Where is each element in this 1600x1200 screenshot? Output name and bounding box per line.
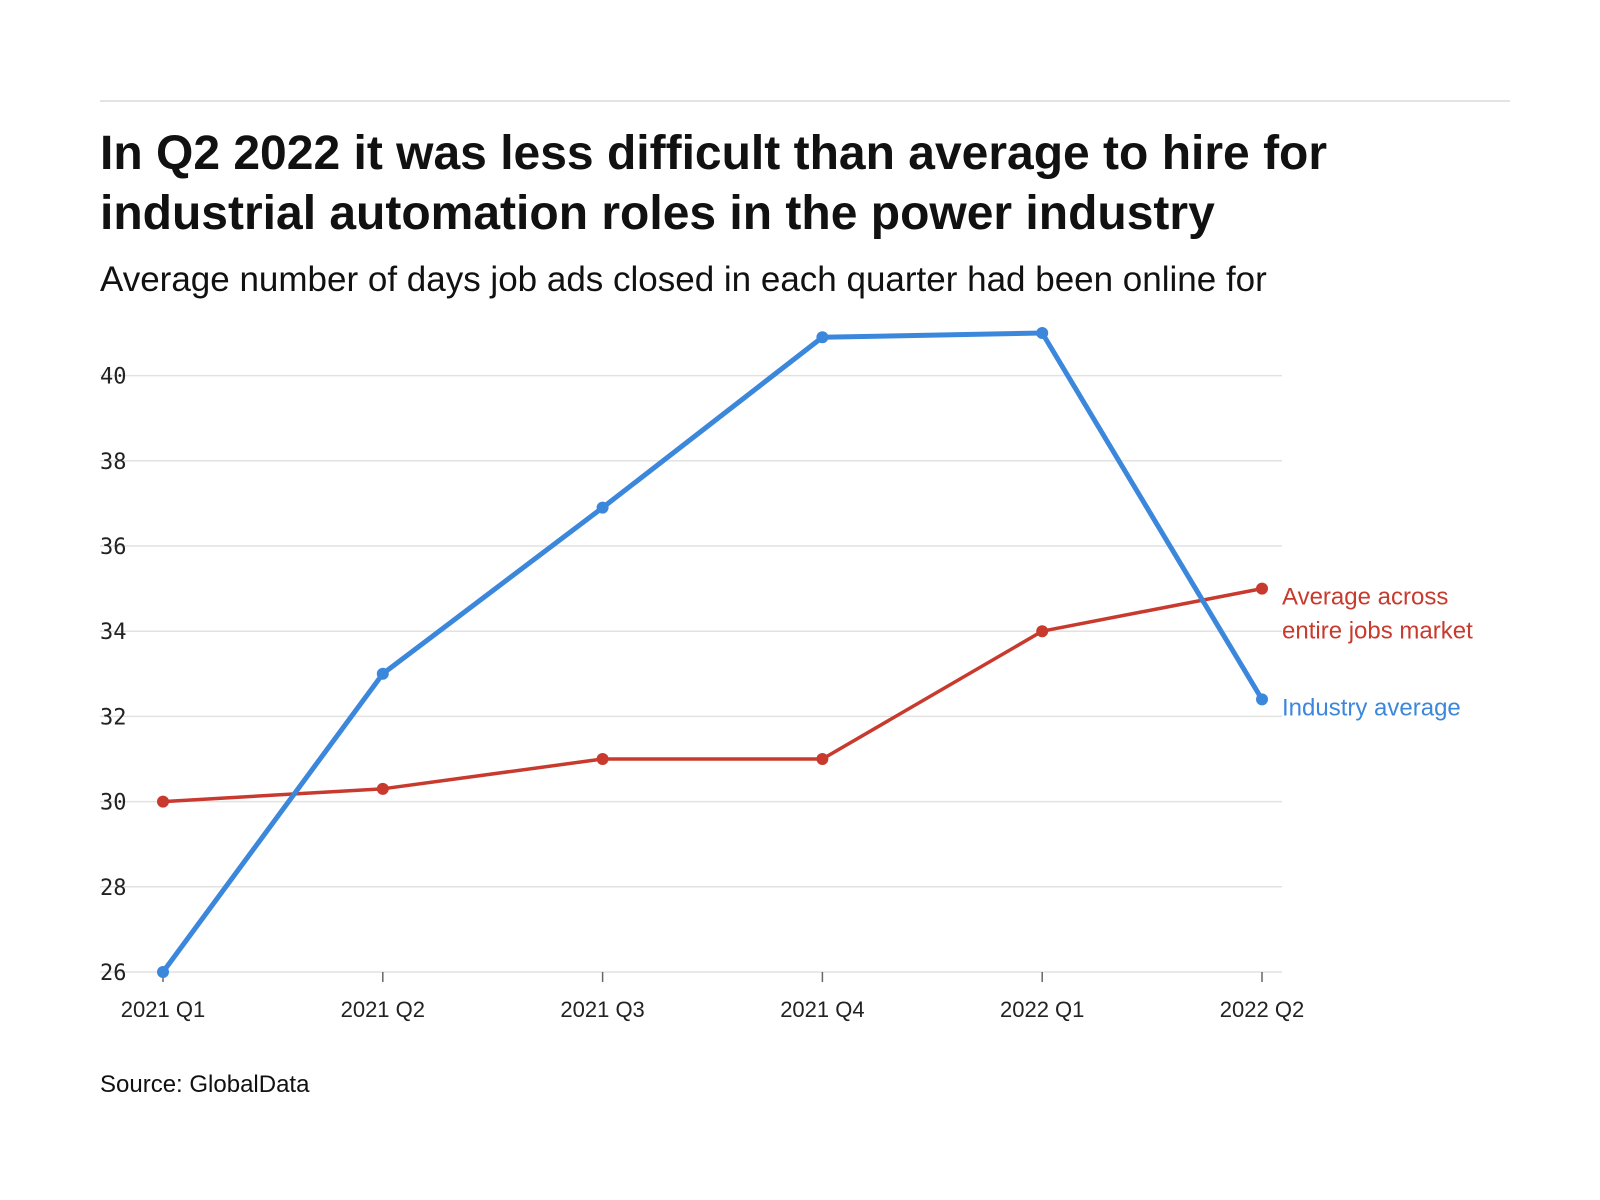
x-tick-label-0: 2021 Q1 [121,997,205,1022]
y-axis: 26 28 30 32 34 36 38 40 [100,365,127,986]
data-point-s0-5 [1256,693,1268,706]
series-labels: Industry average Average across entire job… [1282,584,1473,722]
data-point-s0-4 [1036,327,1049,339]
chart-title: In Q2 2022 it was less difficult than av… [100,127,1328,240]
data-point-s0-1 [376,667,389,680]
data-point-s1-2 [596,753,609,765]
series-group [157,327,1268,978]
y-tick-label-38: 38 [100,450,127,475]
y-tick-label-26: 26 [100,961,127,986]
y-tick-label-30: 30 [100,791,127,816]
data-point-s1-1 [376,782,389,795]
data-point-s0-2 [596,501,609,514]
source-note: Source: GlobalData [100,1071,310,1098]
data-point-s0-0 [157,966,169,978]
chart-subtitle: Average number of days job ads closed in… [100,260,1267,299]
y-tick-label-32: 32 [100,705,127,730]
data-point-s1-3 [816,753,829,765]
data-point-s1-0 [157,795,169,808]
series-label-1-line-0: Average across [1282,584,1448,611]
y-tick-label-40: 40 [100,365,127,390]
x-tick-label-3: 2021 Q4 [780,997,864,1022]
series-line-0 [160,330,1265,975]
data-point-s1-5 [1256,582,1268,595]
series-line-1 [161,586,1264,804]
series-label-0-line-0: Industry average [1282,694,1461,721]
top-divider [100,100,1510,102]
series-label-1-line-1: entire jobs market [1282,618,1473,645]
x-tick-label-4: 2022 Q1 [1000,997,1084,1022]
x-tick-label-1: 2021 Q2 [341,997,425,1022]
x-tick-label-2: 2021 Q3 [560,997,644,1022]
x-axis: 2021 Q1 2021 Q2 2021 Q3 2021 Q4 2022 Q1 2022 … [121,972,1304,1022]
y-tick-label-36: 36 [100,535,127,560]
gridlines [100,374,1282,973]
x-tick-label-5: 2022 Q2 [1220,997,1304,1022]
data-point-s0-3 [816,331,829,344]
y-tick-label-34: 34 [100,620,127,645]
data-point-s1-4 [1036,625,1049,638]
y-tick-label-28: 28 [100,876,127,901]
